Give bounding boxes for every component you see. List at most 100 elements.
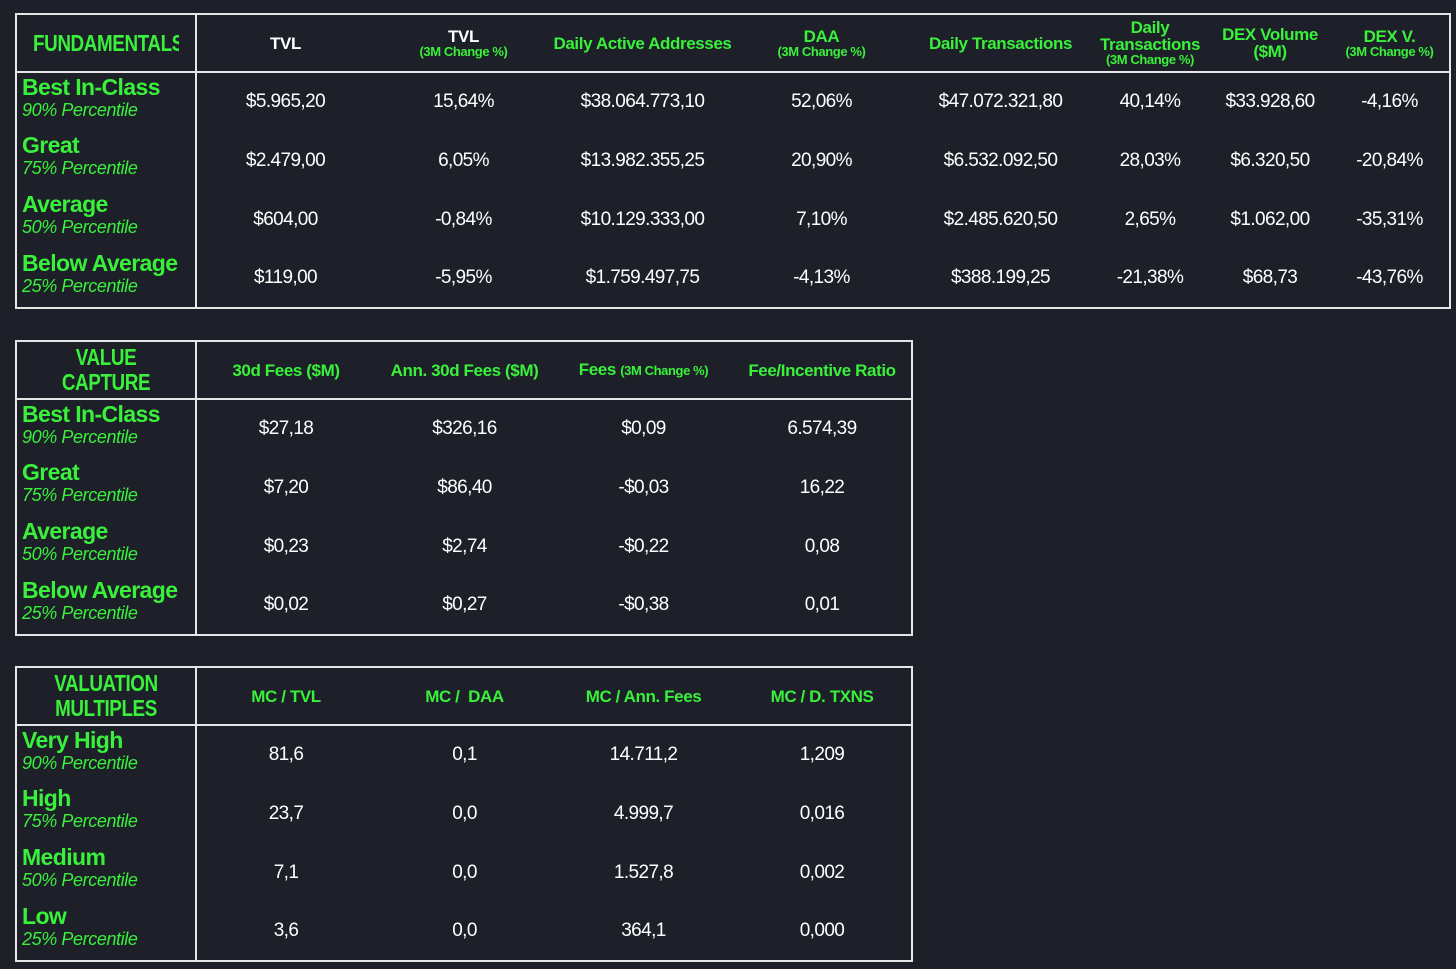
table-cell: $5.965,20 <box>245 91 326 112</box>
table-row: Great 75% Percentile $2.479,00 6,05% $13.982… <box>16 131 1450 190</box>
col-dex-volume-change: DEX V. (3M Change %) <box>1345 26 1434 59</box>
table-cell: 4.999,7 <box>613 802 674 824</box>
valuation-header-row: VALUATION MULTIPLES MC / TVL MC / DAA MC… <box>16 667 912 725</box>
col-fees-change: Fees (3M Change %) <box>578 360 709 379</box>
table-cell: 0,0 <box>452 920 477 941</box>
table-cell: 23,7 <box>268 802 304 824</box>
table-row: Medium 50% Percentile 7,1 0,0 1.527,8 0,002 <box>16 843 912 902</box>
table-cell: -35,31% <box>1356 208 1423 230</box>
table-cell: -21,38% <box>1116 267 1184 288</box>
tier-label: Medium <box>22 844 106 870</box>
table-cell: $2.479,00 <box>245 149 326 171</box>
table-cell: -4,16% <box>1361 91 1418 112</box>
table-cell: -$0,38 <box>618 594 669 615</box>
table-row: Very High 90% Percentile 81,6 0,1 14.711,2 1,… <box>16 725 912 784</box>
table-row: Average 50% Percentile $604,00 -0,84% $10.12… <box>16 190 1450 249</box>
row-label: Below Average 25% Percentile <box>16 576 197 635</box>
table-cell: $27,18 <box>258 418 314 439</box>
tier-label: Great <box>22 132 80 158</box>
table-cell: $2.485.620,50 <box>943 208 1058 230</box>
table-cell: 0,002 <box>799 861 845 883</box>
value-capture-title: VALUE CAPTURE <box>32 341 181 399</box>
table-cell: -$0,22 <box>618 535 669 557</box>
col-mc-tvl: MC / TVL <box>251 686 321 706</box>
tier-label: Great <box>22 459 80 485</box>
table-cell: $68,73 <box>1242 267 1298 288</box>
col-dex-volume: DEX Volume ($M) <box>1222 25 1318 61</box>
table-cell: 28,03% <box>1119 149 1181 171</box>
table-cell: $388.199,25 <box>950 267 1051 288</box>
fundamentals-title: FUNDAMENTALS <box>32 14 181 72</box>
table-row: Below Average 25% Percentile $119,00 -5,95%… <box>16 249 1450 308</box>
row-label: Great 75% Percentile <box>16 131 197 190</box>
percentile-label: 25% Percentile <box>22 603 138 623</box>
col-mc-ann-fees: MC / Ann. Fees <box>585 686 702 706</box>
table-cell: $0,02 <box>263 594 309 615</box>
table-cell: 16,22 <box>799 476 845 498</box>
table-cell: $13.982.355,25 <box>580 149 705 171</box>
table-cell: 14.711,2 <box>609 744 678 765</box>
tier-label: Low <box>22 903 67 929</box>
table-cell: $0,09 <box>621 418 666 439</box>
tier-label: Best In-Class <box>22 401 161 427</box>
col-30d-fees: 30d Fees ($M) <box>232 360 340 380</box>
table-cell: 20,90% <box>791 149 852 171</box>
table-cell: $604,00 <box>253 208 318 230</box>
row-label: Low 25% Percentile <box>16 902 197 961</box>
table-cell: 0,01 <box>804 594 840 615</box>
table-cell: $6.320,50 <box>1230 149 1310 171</box>
table-cell: -$0,03 <box>618 476 669 498</box>
row-label: Average 50% Percentile <box>16 517 197 576</box>
table-cell: 364,1 <box>621 920 666 941</box>
col-daa-change: DAA (3M Change %) <box>777 26 866 59</box>
tier-label: Very High <box>22 727 123 753</box>
table-cell: 0,0 <box>452 802 477 824</box>
value-capture-header-row: VALUE CAPTURE 30d Fees ($M) Ann. 30d Fee… <box>16 341 912 399</box>
valuation-multiples-table: VALUATION MULTIPLES MC / TVL MC / DAA MC… <box>15 666 913 962</box>
percentile-label: 50% Percentile <box>22 217 138 237</box>
table-cell: $33.928,60 <box>1225 91 1315 112</box>
table-cell: 0,0 <box>452 861 477 883</box>
col-ann-30d-fees: Ann. 30d Fees ($M) <box>390 360 539 380</box>
table-row: Great 75% Percentile $7,20 $86,40 -$0,03 16,2… <box>16 458 912 517</box>
col-tvl-change: TVL (3M Change %) <box>419 26 508 59</box>
table-cell: 52,06% <box>791 91 852 112</box>
row-label: Very High 90% Percentile <box>16 725 197 784</box>
table-cell: -0,84% <box>435 208 492 230</box>
table-cell: 0,000 <box>799 920 845 941</box>
table-row: Below Average 25% Percentile $0,02 $0,27 -$0… <box>16 576 912 635</box>
col-daily-active-addresses: Daily Active Addresses <box>553 33 732 53</box>
table-cell: 3,6 <box>273 920 299 941</box>
col-mc-d-txns: MC / D. TXNS <box>770 686 874 706</box>
table-cell: $0,27 <box>442 594 487 615</box>
table-cell: $326,16 <box>432 418 497 439</box>
table-cell: 6,05% <box>438 149 489 171</box>
table-cell: $2,74 <box>442 535 487 557</box>
table-cell: $1.759.497,75 <box>585 267 700 288</box>
table-cell: 1.527,8 <box>613 861 674 883</box>
fundamentals-table: FUNDAMENTALS TVL TVL (3M Change %) Daily … <box>15 13 1451 309</box>
table-cell: 0,1 <box>452 744 477 765</box>
table-cell: $1.062,00 <box>1230 208 1310 230</box>
table-cell: $119,00 <box>253 267 318 288</box>
table-cell: $86,40 <box>437 476 492 498</box>
table-cell: 0,016 <box>799 802 845 824</box>
fundamentals-header-row: FUNDAMENTALS TVL TVL (3M Change %) Daily … <box>16 14 1450 72</box>
table-cell: -4,13% <box>793 267 850 288</box>
table-row: Best In-Class 90% Percentile $5.965,20 15,6… <box>16 72 1450 131</box>
tier-label: Average <box>22 518 108 544</box>
table-cell: -20,84% <box>1356 149 1423 171</box>
table-cell: $10.129.333,00 <box>580 208 705 230</box>
row-label: Great 75% Percentile <box>16 458 197 517</box>
table-cell: 81,6 <box>268 744 304 765</box>
table-cell: 6.574,39 <box>787 418 857 439</box>
table-cell: -5,95% <box>435 267 492 288</box>
tier-label: Below Average <box>22 577 178 603</box>
table-cell: $47.072.321,80 <box>938 91 1063 112</box>
table-cell: 7,10% <box>796 208 847 230</box>
valuation-multiples-title: VALUATION MULTIPLES <box>32 667 181 725</box>
tier-label: Best In-Class <box>22 74 161 100</box>
percentile-label: 75% Percentile <box>22 485 138 505</box>
table-cell: 1,209 <box>799 744 845 765</box>
row-label: Medium 50% Percentile <box>16 843 197 902</box>
